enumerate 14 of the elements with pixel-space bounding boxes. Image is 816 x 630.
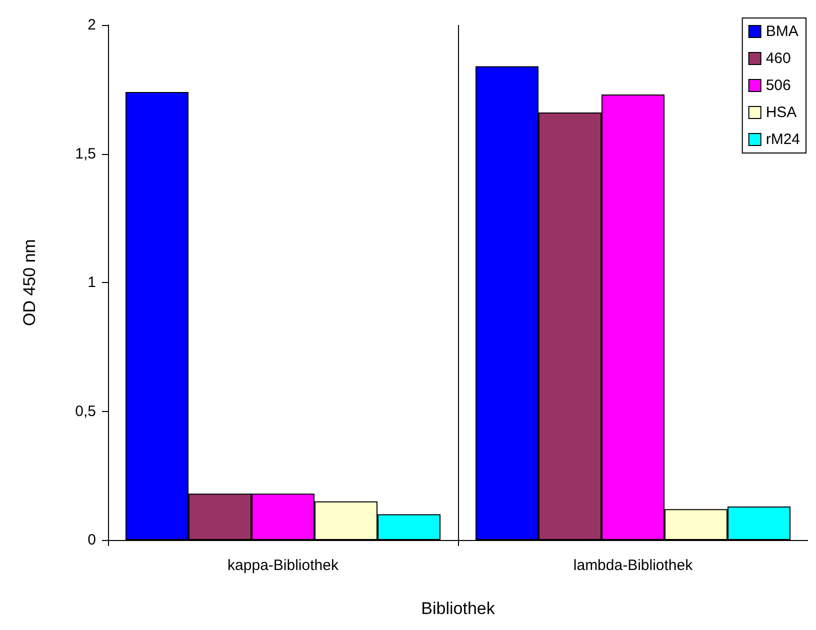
y-tick-label: 0 <box>88 532 96 548</box>
x-axis-title: Bibliothek <box>421 599 496 618</box>
legend-label: HSA <box>766 104 797 121</box>
y-tick-label: 1 <box>88 274 96 291</box>
y-tick-label: 2 <box>88 16 96 34</box>
y-axis-title: OD 450 nm <box>20 239 39 326</box>
legend-label: BMA <box>766 23 798 40</box>
legend-label: 460 <box>766 50 791 67</box>
y-tick-label: 0,5 <box>75 402 96 420</box>
y-tick-label: 1,5 <box>75 145 96 162</box>
legend-label: rM24 <box>766 131 800 148</box>
legend-label: 506 <box>766 77 791 94</box>
x-tick-label: lambda-Bibliothek <box>573 557 694 574</box>
x-tick-label: kappa-Bibliothek <box>228 557 339 574</box>
